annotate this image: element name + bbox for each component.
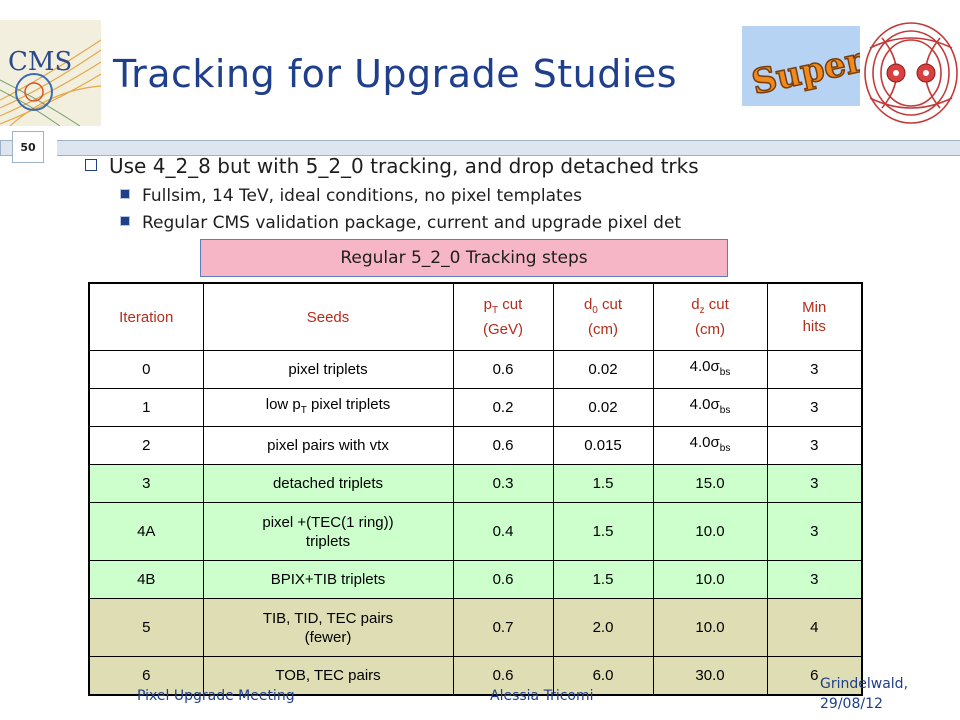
cms-logo: CMS	[0, 20, 101, 126]
bullet-sub-1: Fullsim, 14 TeV, ideal conditions, no pi…	[120, 186, 582, 206]
cell-iteration: 4A	[88, 502, 204, 561]
cell-d0: 1.5	[552, 502, 654, 561]
cell-dz: 4.0σbs	[652, 426, 768, 465]
header-pt-cut: pT cut (GeV)	[452, 282, 554, 351]
cell-d0: 0.02	[552, 388, 654, 427]
cell-pt: 0.4	[452, 502, 554, 561]
cell-dz: 15.0	[652, 464, 768, 503]
cell-dz: 10.0	[652, 598, 768, 657]
cell-hits: 6	[766, 656, 863, 695]
cell-dz: 10.0	[652, 560, 768, 599]
cell-iteration: 6	[88, 656, 204, 695]
cell-d0: 2.0	[552, 598, 654, 657]
cell-hits: 4	[766, 598, 863, 657]
super-lhc-logo: Super	[742, 26, 860, 106]
tracking-steps-label: Regular 5_2_0 Tracking steps	[200, 239, 728, 277]
cms-logo-text: CMS	[8, 47, 72, 77]
cell-iteration: 3	[88, 464, 204, 503]
cell-hits: 3	[766, 388, 863, 427]
cell-pt: 0.7	[452, 598, 554, 657]
cell-iteration: 0	[88, 350, 204, 389]
table-row: 5 TIB, TID, TEC pairs (fewer) 0.7 2.0 10.…	[88, 598, 863, 657]
bullet-sub-2-text: Regular CMS validation package, current …	[142, 213, 682, 233]
cell-pt: 0.2	[452, 388, 554, 427]
cell-iteration: 5	[88, 598, 204, 657]
cell-dz: 30.0	[652, 656, 768, 695]
cell-seeds: pixel +(TEC(1 ring)) triplets	[202, 502, 454, 561]
cell-iteration: 2	[88, 426, 204, 465]
bullet-sub-2: Regular CMS validation package, current …	[120, 213, 681, 233]
header-d0-cut: d0 cut (cm)	[552, 282, 654, 351]
cell-hits: 3	[766, 502, 863, 561]
table-row: 2 pixel pairs with vtx 0.6 0.015 4.0σbs …	[88, 426, 863, 465]
table-row: 6 TOB, TEC pairs 0.6 6.0 30.0 6	[88, 656, 863, 695]
header-iteration: Iteration	[88, 282, 204, 351]
cell-hits: 3	[766, 350, 863, 389]
tracking-steps-table: Iteration Seeds pT cut (GeV) d0 cut (cm) d…	[88, 282, 863, 696]
footer-date: 29/08/12	[820, 696, 883, 712]
table-row: 4A pixel +(TEC(1 ring)) triplets 0.4 1.5 …	[88, 502, 863, 561]
cell-seeds: BPIX+TIB triplets	[202, 560, 454, 599]
bullet-main: Use 4_2_8 but with 5_2_0 tracking, and d…	[85, 154, 699, 178]
footer-author: Alessia Tricomi	[490, 688, 594, 704]
header-seeds: Seeds	[202, 282, 454, 351]
cell-d0: 0.015	[552, 426, 654, 465]
cell-hits: 3	[766, 464, 863, 503]
cell-seeds: detached triplets	[202, 464, 454, 503]
cell-d0: 0.02	[552, 350, 654, 389]
hollow-square-bullet-icon	[85, 159, 97, 171]
cell-pt: 0.6	[452, 350, 554, 389]
cell-d0: 6.0	[552, 656, 654, 695]
bullet-main-text: Use 4_2_8 but with 5_2_0 tracking, and d…	[109, 154, 699, 178]
cell-iteration: 4B	[88, 560, 204, 599]
lhc-magnet-logo	[862, 18, 960, 128]
filled-square-bullet-icon	[120, 216, 130, 226]
cell-pt: 0.6	[452, 656, 554, 695]
cell-seeds: pixel pairs with vtx	[202, 426, 454, 465]
cell-d0: 1.5	[552, 464, 654, 503]
header-min-hits: Min hits	[766, 282, 863, 351]
table-row: 3 detached triplets 0.3 1.5 15.0 3	[88, 464, 863, 503]
cell-seeds: TOB, TEC pairs	[202, 656, 454, 695]
footer-location: Grindelwald,	[820, 676, 909, 692]
cell-seeds: low pT pixel triplets	[202, 388, 454, 427]
cell-hits: 3	[766, 426, 863, 465]
cell-dz: 4.0σbs	[652, 350, 768, 389]
cell-hits: 3	[766, 560, 863, 599]
header-rule-right	[57, 140, 960, 156]
cell-pt: 0.3	[452, 464, 554, 503]
slide-title: Tracking for Upgrade Studies	[113, 52, 678, 96]
table-row: 1 low pT pixel triplets 0.2 0.02 4.0σbs …	[88, 388, 863, 427]
footer-location-date: Grindelwald, 29/08/12	[820, 674, 908, 714]
bullet-sub-1-text: Fullsim, 14 TeV, ideal conditions, no pi…	[142, 186, 583, 206]
table-row: 0 pixel triplets 0.6 0.02 4.0σbs 3	[88, 350, 863, 389]
header-dz-cut: dz cut (cm)	[652, 282, 768, 351]
footer-meeting: Pixel Upgrade Meeting	[137, 688, 295, 704]
filled-square-bullet-icon	[120, 189, 130, 199]
cell-dz: 4.0σbs	[652, 388, 768, 427]
slide-number: 50	[12, 131, 44, 163]
cell-pt: 0.6	[452, 426, 554, 465]
cell-dz: 10.0	[652, 502, 768, 561]
cell-d0: 1.5	[552, 560, 654, 599]
cell-seeds: pixel triplets	[202, 350, 454, 389]
table-row: 4B BPIX+TIB triplets 0.6 1.5 10.0 3	[88, 560, 863, 599]
cell-iteration: 1	[88, 388, 204, 427]
table-header-row: Iteration Seeds pT cut (GeV) d0 cut (cm) d…	[88, 282, 863, 351]
cell-seeds: TIB, TID, TEC pairs (fewer)	[202, 598, 454, 657]
cell-pt: 0.6	[452, 560, 554, 599]
